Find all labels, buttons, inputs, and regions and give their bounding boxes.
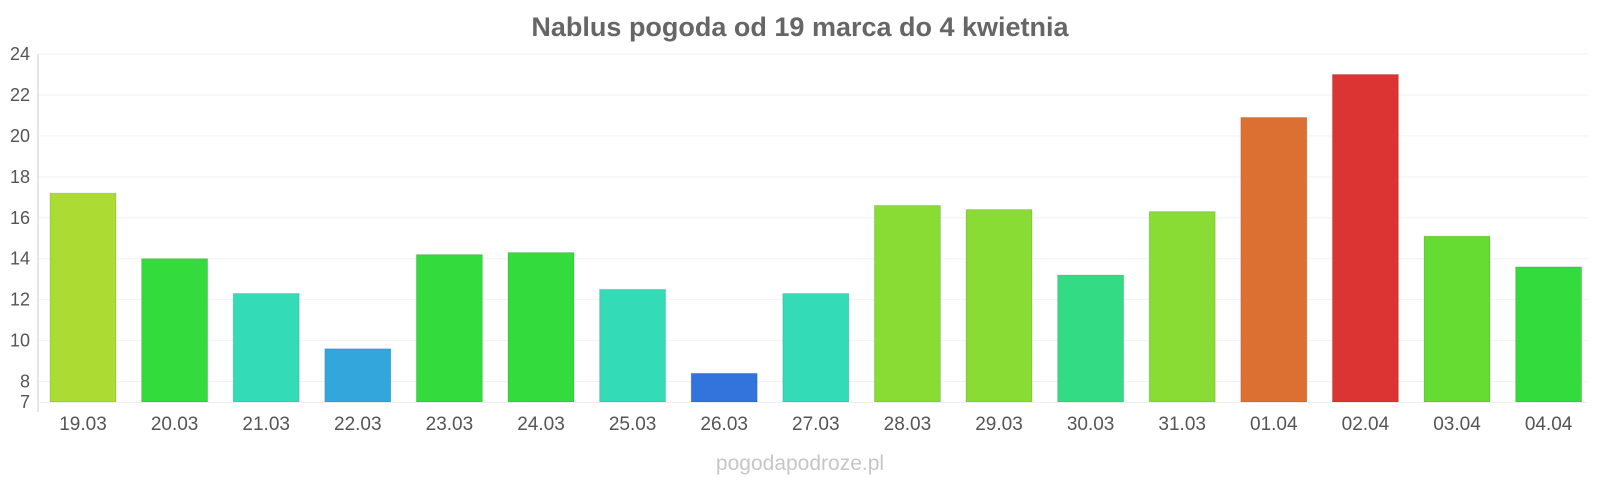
bar-31.03 <box>1148 211 1216 403</box>
x-tick-label: 22.03 <box>334 414 382 435</box>
bar-25.03 <box>599 288 667 403</box>
watermark: pogodapodroze.pl <box>716 452 884 475</box>
x-tick-label: 25.03 <box>609 414 657 435</box>
y-tick-label: 16 <box>10 208 30 228</box>
x-tick-label: 31.03 <box>1158 414 1206 435</box>
bar-28.03 <box>873 204 941 403</box>
bar-20.03 <box>141 258 209 403</box>
bar-27.03 <box>782 293 850 403</box>
y-tick-label: 10 <box>10 331 30 351</box>
bar-23.03 <box>415 254 483 403</box>
bar-02.04 <box>1331 73 1399 403</box>
x-tick-label: 02.04 <box>1342 414 1390 435</box>
x-tick-label: 21.03 <box>242 414 290 435</box>
y-axis: 78 10 12 14 16 18 20 22 24 <box>10 44 39 412</box>
bar-30.03 <box>1057 274 1125 403</box>
y-tick-label: 8 <box>20 372 30 392</box>
bar-19.03 <box>49 192 117 403</box>
y-tick-label: 22 <box>10 85 30 105</box>
y-tick-label: 12 <box>10 290 30 310</box>
x-tick-label: 29.03 <box>975 414 1023 435</box>
y-tick-label: 7 <box>20 392 30 412</box>
bar-01.04 <box>1240 116 1308 403</box>
x-tick-label: 26.03 <box>700 414 748 435</box>
x-tick-label: 23.03 <box>426 414 474 435</box>
y-tick-label: 20 <box>10 126 30 146</box>
x-tick-label: 27.03 <box>792 414 840 435</box>
bar-26.03 <box>690 372 758 403</box>
bars <box>49 73 1583 403</box>
x-tick-label: 28.03 <box>884 414 932 435</box>
bar-29.03 <box>965 209 1033 403</box>
x-tick-label: 04.04 <box>1525 414 1573 435</box>
y-tick-label: 14 <box>10 249 30 269</box>
x-tick-label: 01.04 <box>1250 414 1298 435</box>
x-axis: 19.03 20.03 21.03 22.03 23.03 24.03 25.03 26.03… <box>38 402 1588 435</box>
bar-22.03 <box>324 348 392 403</box>
y-tick-label: 24 <box>10 44 30 64</box>
x-tick-label: 30.03 <box>1067 414 1115 435</box>
bar-03.04 <box>1423 235 1491 403</box>
x-tick-label: 24.03 <box>517 414 565 435</box>
bar-21.03 <box>232 293 300 403</box>
bar-04.04 <box>1515 266 1583 403</box>
x-tick-label: 19.03 <box>59 414 107 435</box>
x-tick-label: 03.04 <box>1433 414 1481 435</box>
chart-title: Nablus pogoda od 19 marca do 4 kwietnia <box>531 12 1069 42</box>
y-tick-label: 18 <box>10 167 30 187</box>
x-tick-label: 20.03 <box>151 414 199 435</box>
bar-24.03 <box>507 252 575 403</box>
